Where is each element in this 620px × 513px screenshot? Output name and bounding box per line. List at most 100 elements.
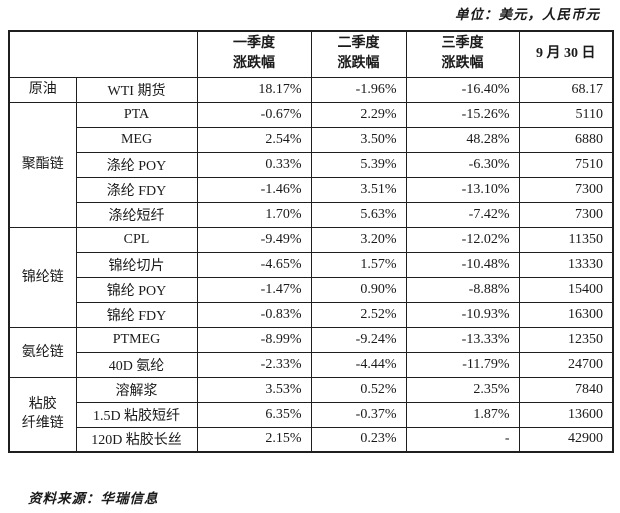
q3-change-cell: 1.87% bbox=[405, 401, 520, 428]
table-row: 锦纶切片 -4.65% 1.57% -10.48% 13330 bbox=[9, 251, 614, 278]
sep30-price-cell: 68.17 bbox=[518, 76, 614, 103]
table-row: 涤纶 POY 0.33% 5.39% -6.30% 7510 bbox=[9, 151, 614, 178]
table-row: 涤纶 FDY -1.46% 3.51% -13.10% 7300 bbox=[9, 176, 614, 203]
q1-change-cell: -4.65% bbox=[196, 251, 312, 278]
q1-change-cell: -1.46% bbox=[196, 176, 312, 203]
table-row: 涤纶短纤 1.70% 5.63% -7.42% 7300 bbox=[9, 201, 614, 228]
q3-change-cell: -7.42% bbox=[405, 201, 520, 228]
product-cell: PTMEG bbox=[75, 326, 198, 353]
product-cell: 40D 氨纶 bbox=[75, 351, 198, 378]
q2-change-cell: 1.57% bbox=[310, 251, 407, 278]
sep30-price-cell: 15400 bbox=[518, 276, 614, 303]
category-cell: 粘胶 纤维链 bbox=[8, 376, 77, 453]
unit-note: 单位：美元，人民币元 bbox=[455, 7, 600, 22]
table-row: 氨纶链 PTMEG -8.99% -9.24% -13.33% 12350 bbox=[8, 326, 614, 378]
q2-change-cell: 0.23% bbox=[310, 426, 407, 453]
q3-change-cell: - bbox=[405, 426, 520, 453]
q3-change-cell: -16.40% bbox=[405, 76, 520, 103]
q1-change-cell: -2.33% bbox=[196, 351, 312, 378]
price-change-table: 一季度 涨跌幅 二季度 涨跌幅 三季度 涨跌幅 9 月 30 日 原油 WTI 期… bbox=[8, 30, 614, 453]
product-cell: 锦纶切片 bbox=[75, 251, 198, 278]
category-cell: 原油 bbox=[8, 76, 77, 103]
product-cell: 溶解浆 bbox=[75, 376, 198, 403]
q1-change-cell: -0.67% bbox=[196, 101, 312, 128]
product-cell: 锦纶 POY bbox=[75, 276, 198, 303]
header-date-sep30: 9 月 30 日 bbox=[518, 30, 614, 78]
q1-change-cell: -9.49% bbox=[196, 226, 312, 253]
q3-change-cell: -13.33% bbox=[405, 326, 520, 353]
table-row: 原油 WTI 期货 18.17% -1.96% -16.40% 68.17 bbox=[8, 76, 614, 103]
q2-change-cell: 5.39% bbox=[310, 151, 407, 178]
product-cell: 涤纶短纤 bbox=[75, 201, 198, 228]
sep30-price-cell: 24700 bbox=[518, 351, 614, 378]
header-empty-cell bbox=[8, 30, 198, 78]
q3-change-cell: -15.26% bbox=[405, 101, 520, 128]
table-body: 原油 WTI 期货 18.17% -1.96% -16.40% 68.17 聚酯链 PTA -0… bbox=[8, 76, 614, 453]
q3-change-cell: -10.48% bbox=[405, 251, 520, 278]
q1-change-cell: 18.17% bbox=[196, 76, 312, 103]
table-row: 锦纶 POY -1.47% 0.90% -8.88% 15400 bbox=[9, 276, 614, 303]
header-q3-change: 三季度 涨跌幅 bbox=[405, 30, 520, 78]
category-cell: 锦纶链 bbox=[8, 226, 77, 328]
q1-change-cell: -8.99% bbox=[196, 326, 312, 353]
sep30-price-cell: 42900 bbox=[518, 426, 614, 453]
sep30-price-cell: 7510 bbox=[518, 151, 614, 178]
q1-change-cell: 3.53% bbox=[196, 376, 312, 403]
product-cell: CPL bbox=[75, 226, 198, 253]
table-row: 聚酯链 PTA -0.67% 2.29% -15.26% 5110 bbox=[8, 101, 614, 228]
product-cell: 涤纶 FDY bbox=[75, 176, 198, 203]
sep30-price-cell: 16300 bbox=[518, 301, 614, 328]
q3-change-cell: 48.28% bbox=[405, 126, 520, 153]
q2-change-cell: 0.52% bbox=[310, 376, 407, 403]
sep30-price-cell: 7300 bbox=[518, 176, 614, 203]
q2-change-cell: -9.24% bbox=[310, 326, 407, 353]
product-cell: PTA bbox=[75, 101, 198, 128]
table-row: 1.5D 粘胶短纤 6.35% -0.37% 1.87% 13600 bbox=[9, 401, 614, 428]
q2-change-cell: 3.20% bbox=[310, 226, 407, 253]
q2-change-cell: 3.50% bbox=[310, 126, 407, 153]
table-row: 40D 氨纶 -2.33% -4.44% -11.79% 24700 bbox=[9, 351, 614, 378]
table-row: 锦纶 FDY -0.83% 2.52% -10.93% 16300 bbox=[9, 301, 614, 328]
q1-change-cell: 1.70% bbox=[196, 201, 312, 228]
q3-change-cell: -13.10% bbox=[405, 176, 520, 203]
header-q2-change: 二季度 涨跌幅 bbox=[310, 30, 407, 78]
sep30-price-cell: 11350 bbox=[518, 226, 614, 253]
product-cell: 涤纶 POY bbox=[75, 151, 198, 178]
header-q1-change: 一季度 涨跌幅 bbox=[196, 30, 312, 78]
table-row: 锦纶链 CPL -9.49% 3.20% -12.02% 11350 bbox=[8, 226, 614, 328]
q3-change-cell: -8.88% bbox=[405, 276, 520, 303]
sep30-price-cell: 6880 bbox=[518, 126, 614, 153]
sep30-price-cell: 13330 bbox=[518, 251, 614, 278]
q2-change-cell: 5.63% bbox=[310, 201, 407, 228]
q3-change-cell: -6.30% bbox=[405, 151, 520, 178]
product-cell: 120D 粘胶长丝 bbox=[75, 426, 198, 453]
category-cell: 聚酯链 bbox=[8, 101, 77, 228]
q2-change-cell: -4.44% bbox=[310, 351, 407, 378]
q1-change-cell: 2.15% bbox=[196, 426, 312, 453]
q1-change-cell: -1.47% bbox=[196, 276, 312, 303]
table-row: 粘胶 纤维链 溶解浆 3.53% 0.52% 2.35% 7840 bbox=[8, 376, 614, 453]
product-cell: 1.5D 粘胶短纤 bbox=[75, 401, 198, 428]
q1-change-cell: 0.33% bbox=[196, 151, 312, 178]
q1-change-cell: 2.54% bbox=[196, 126, 312, 153]
q3-change-cell: -10.93% bbox=[405, 301, 520, 328]
header-row: 一季度 涨跌幅 二季度 涨跌幅 三季度 涨跌幅 9 月 30 日 bbox=[8, 30, 614, 78]
sep30-price-cell: 7300 bbox=[518, 201, 614, 228]
q2-change-cell: 3.51% bbox=[310, 176, 407, 203]
product-cell: 锦纶 FDY bbox=[75, 301, 198, 328]
table-row: 120D 粘胶长丝 2.15% 0.23% -42900 bbox=[9, 426, 614, 453]
q1-change-cell: -0.83% bbox=[196, 301, 312, 328]
q2-change-cell: 0.90% bbox=[310, 276, 407, 303]
q3-change-cell: -12.02% bbox=[405, 226, 520, 253]
sep30-price-cell: 12350 bbox=[518, 326, 614, 353]
sep30-price-cell: 5110 bbox=[518, 101, 614, 128]
q2-change-cell: 2.29% bbox=[310, 101, 407, 128]
q2-change-cell: -0.37% bbox=[310, 401, 407, 428]
source-note: 资料来源：华瑞信息 bbox=[28, 491, 159, 506]
q3-change-cell: 2.35% bbox=[405, 376, 520, 403]
table-header: 一季度 涨跌幅 二季度 涨跌幅 三季度 涨跌幅 9 月 30 日 bbox=[8, 30, 614, 78]
q3-change-cell: -11.79% bbox=[405, 351, 520, 378]
sep30-price-cell: 7840 bbox=[518, 376, 614, 403]
product-cell: MEG bbox=[75, 126, 198, 153]
q2-change-cell: -1.96% bbox=[310, 76, 407, 103]
